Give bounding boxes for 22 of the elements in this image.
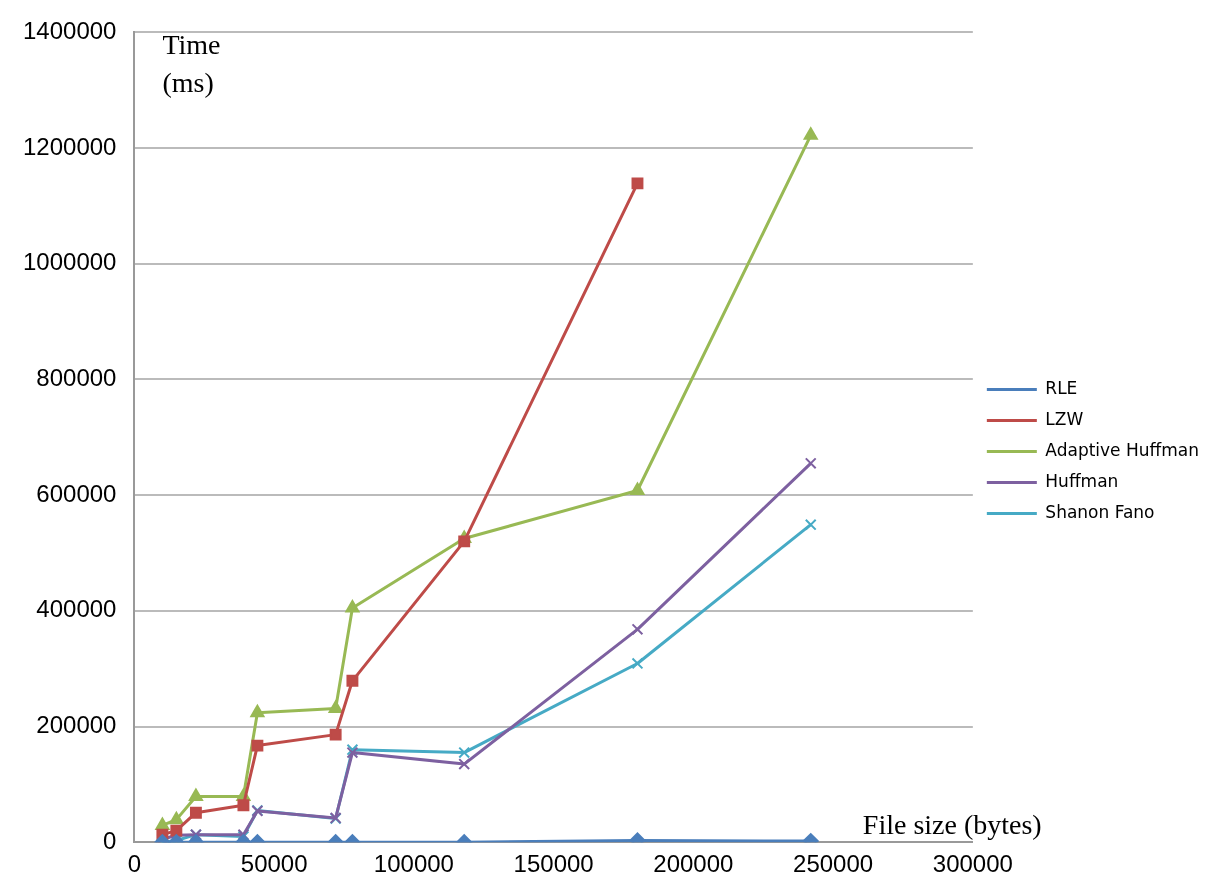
legend-label: Adaptive Huffman [1045, 439, 1200, 460]
legend-label: Shanon Fano [1045, 501, 1155, 522]
x-axis-title: File size (bytes) [862, 809, 1042, 841]
x-tick-label: 100000 [373, 850, 454, 878]
x-tick-label: 300000 [932, 850, 1013, 878]
y-tick-label: 1400000 [23, 17, 117, 45]
x-tick-label: 150000 [513, 850, 594, 878]
legend-label: RLE [1045, 377, 1078, 398]
y-tick-label: 400000 [36, 595, 117, 623]
y-tick-label: 200000 [36, 711, 117, 739]
x-tick-label: 0 [127, 850, 142, 878]
y-axis-title: Time (ms) [162, 29, 221, 99]
legend-label: Huffman [1045, 470, 1119, 491]
y-tick-label: 0 [103, 826, 117, 854]
x-tick-label: 200000 [653, 850, 734, 878]
y-tick-label: 800000 [36, 364, 117, 392]
x-tick-label: 50000 [240, 850, 308, 878]
y-tick-label: 1000000 [23, 248, 117, 276]
y-tick-label: 1200000 [23, 132, 117, 160]
legend-label: LZW [1045, 408, 1084, 429]
y-tick-label: 600000 [36, 479, 117, 507]
x-tick-label: 250000 [793, 850, 874, 878]
